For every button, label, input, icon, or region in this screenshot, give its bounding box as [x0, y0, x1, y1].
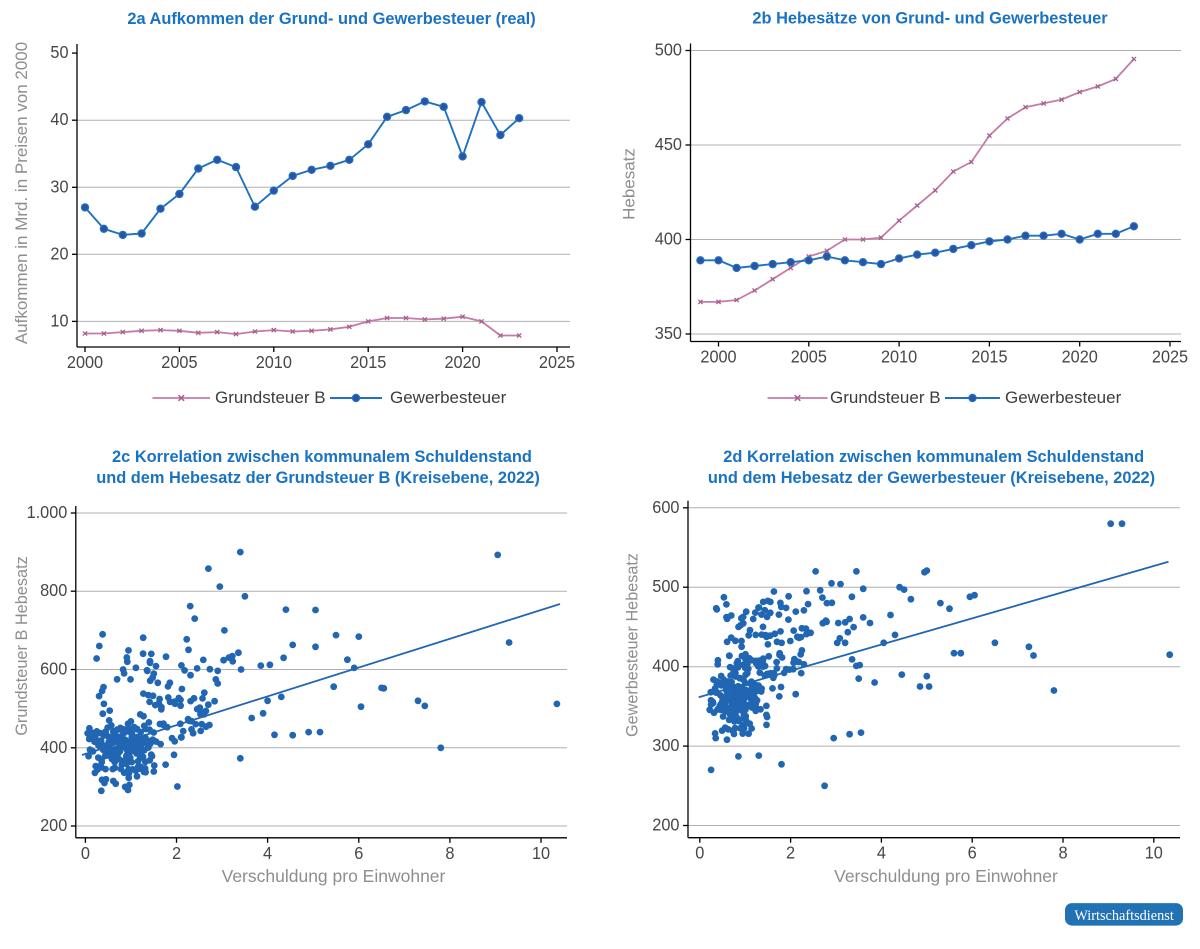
- svg-text:450: 450: [655, 134, 682, 154]
- svg-text:1.000: 1.000: [27, 502, 68, 522]
- svg-text:400: 400: [652, 656, 679, 676]
- svg-text:30: 30: [50, 176, 68, 196]
- svg-text:2005: 2005: [791, 347, 827, 367]
- svg-text:2b Hebesätze von Grund- und Ge: 2b Hebesätze von Grund- und Gewerbesteue…: [752, 10, 1108, 28]
- svg-text:2010: 2010: [881, 347, 917, 367]
- svg-text:2015: 2015: [350, 352, 386, 372]
- svg-text:2: 2: [786, 843, 795, 863]
- svg-text:Gewerbesteuer Hebesatz: Gewerbesteuer Hebesatz: [623, 553, 642, 737]
- svg-text:2000: 2000: [700, 347, 736, 367]
- svg-text:10: 10: [50, 310, 68, 330]
- svg-text:20: 20: [50, 243, 68, 263]
- svg-text:500: 500: [655, 40, 682, 60]
- svg-text:500: 500: [652, 576, 679, 596]
- svg-text:800: 800: [40, 580, 67, 600]
- svg-text:300: 300: [652, 735, 679, 755]
- svg-text:2020: 2020: [445, 352, 481, 372]
- svg-text:und dem Hebesatz der Gewerbest: und dem Hebesatz der Gewerbesteuer (Krei…: [708, 469, 1155, 487]
- svg-text:2: 2: [172, 843, 181, 863]
- svg-text:2a Aufkommen der Grund- und Ge: 2a Aufkommen der Grund- und Gewerbesteue…: [127, 10, 535, 28]
- svg-text:und dem Hebesatz der Grundsteu: und dem Hebesatz der Grundsteuer B (Krei…: [96, 469, 540, 487]
- svg-text:8: 8: [445, 843, 454, 863]
- svg-text:Grundsteuer B Hebesatz: Grundsteuer B Hebesatz: [12, 556, 31, 736]
- svg-text:Verschuldung pro Einwohner: Verschuldung pro Einwohner: [834, 866, 1058, 886]
- svg-text:Gewerbesteuer: Gewerbesteuer: [1005, 388, 1122, 407]
- svg-text:Wirtschaftsdienst: Wirtschaftsdienst: [1074, 908, 1174, 924]
- svg-text:Gewerbesteuer: Gewerbesteuer: [390, 388, 507, 407]
- svg-text:2025: 2025: [539, 352, 575, 372]
- svg-text:2025: 2025: [1152, 347, 1188, 367]
- svg-text:0: 0: [695, 843, 704, 863]
- svg-text:400: 400: [655, 229, 682, 249]
- svg-text:8: 8: [1058, 843, 1067, 863]
- svg-text:2005: 2005: [161, 352, 197, 372]
- svg-text:4: 4: [877, 843, 886, 863]
- svg-text:600: 600: [652, 497, 679, 517]
- svg-text:50: 50: [50, 42, 68, 62]
- svg-text:400: 400: [40, 737, 67, 757]
- svg-text:2d Korrelation zwischen kommun: 2d Korrelation zwischen kommunalem Schul…: [723, 448, 1144, 466]
- svg-text:200: 200: [40, 815, 67, 835]
- svg-text:10: 10: [532, 843, 550, 863]
- svg-text:2020: 2020: [1062, 347, 1098, 367]
- svg-text:Aufkommen in Mrd. in Preisen v: Aufkommen in Mrd. in Preisen von 2000: [12, 42, 31, 344]
- svg-text:Hebesatz: Hebesatz: [620, 148, 639, 220]
- svg-text:2015: 2015: [971, 347, 1007, 367]
- svg-text:2c Korrelation zwischen kommun: 2c Korrelation zwischen kommunalem Schul…: [112, 448, 532, 466]
- svg-text:6: 6: [354, 843, 363, 863]
- svg-text:0: 0: [81, 843, 90, 863]
- svg-text:200: 200: [652, 815, 679, 835]
- svg-text:Grundsteuer B: Grundsteuer B: [830, 388, 941, 407]
- svg-text:350: 350: [655, 323, 682, 343]
- svg-text:2000: 2000: [67, 352, 103, 372]
- svg-text:6: 6: [968, 843, 977, 863]
- svg-text:2010: 2010: [256, 352, 292, 372]
- svg-text:4: 4: [263, 843, 272, 863]
- svg-text:Verschuldung pro Einwohner: Verschuldung pro Einwohner: [222, 866, 446, 886]
- svg-text:Grundsteuer B: Grundsteuer B: [215, 388, 326, 407]
- svg-text:600: 600: [40, 659, 67, 679]
- svg-text:40: 40: [50, 109, 68, 129]
- svg-text:10: 10: [1145, 843, 1163, 863]
